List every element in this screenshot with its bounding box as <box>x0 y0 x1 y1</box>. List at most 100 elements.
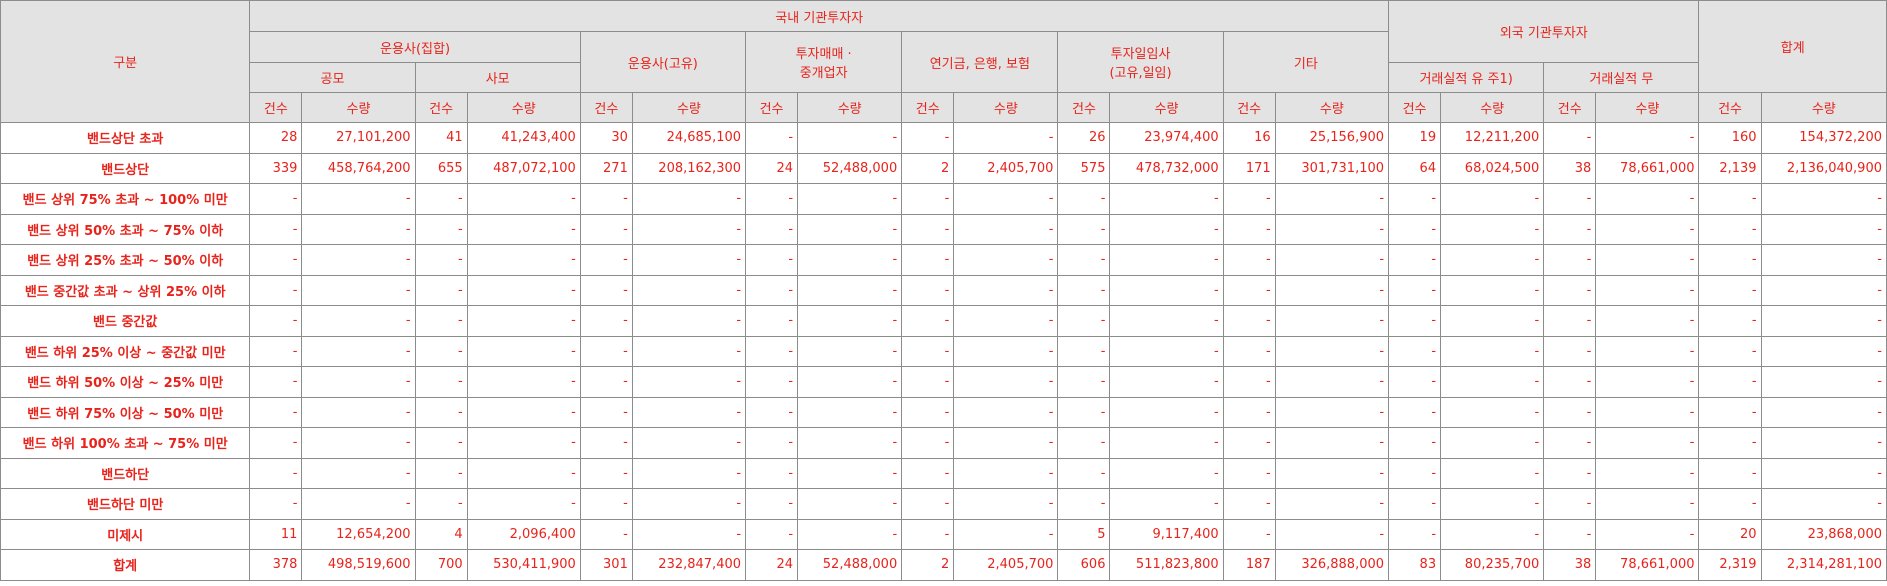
table-header: 구분 국내 기관투자자 외국 기관투자자 합계 운용사(집합) 운용사(고유) … <box>0 0 1887 123</box>
count-cell: - <box>579 274 633 306</box>
row-label: 밴드 하위 75% 이상 ~ 50% 미만 <box>0 396 251 428</box>
count-cell: - <box>414 274 468 306</box>
amount-cell: - <box>1109 396 1224 428</box>
count-cell: - <box>1057 457 1111 489</box>
table-row: 밴드 하위 75% 이상 ~ 50% 미만 - - - - - - - - - - - - - - - - - - -… <box>0 396 1887 428</box>
amount-cell: 23,974,400 <box>1109 122 1224 154</box>
count-cell: 16 <box>1222 122 1276 154</box>
count-cell: - <box>745 274 799 306</box>
count-cell: - <box>901 213 955 245</box>
table-row: 밴드상단 339 458,764,200 655 487,072,100 271 208,1… <box>0 152 1887 184</box>
count-cell: - <box>745 518 799 550</box>
table-body: 밴드상단 초과 28 27,101,200 41 41,243,400 30 24,685,… <box>0 122 1887 581</box>
count-cell: 301 <box>579 549 633 581</box>
count-cell: - <box>579 305 633 337</box>
amount-cell: - <box>466 335 581 367</box>
count-cell: - <box>1388 518 1442 550</box>
foreign-with-record-header: 거래실적 유 주1) <box>1388 62 1545 93</box>
count-cell: - <box>414 366 468 398</box>
amount-cell: - <box>631 244 747 276</box>
count-column-header: 건수 <box>745 92 799 123</box>
count-column-header: 건수 <box>1543 92 1597 123</box>
count-cell: - <box>901 335 955 367</box>
amount-cell: - <box>1440 244 1545 276</box>
amount-cell: 52,488,000 <box>797 549 903 581</box>
amount-cell: 41,243,400 <box>466 122 581 154</box>
count-column-header: 건수 <box>1698 92 1762 123</box>
count-cell: 700 <box>414 549 468 581</box>
count-cell: - <box>1388 213 1442 245</box>
count-cell: - <box>579 427 633 459</box>
amount-column-header: 수량 <box>1760 92 1887 123</box>
count-cell: - <box>1388 366 1442 398</box>
amount-cell: - <box>797 274 903 306</box>
count-cell: - <box>1057 366 1111 398</box>
count-cell: - <box>1388 427 1442 459</box>
count-cell: 11 <box>249 518 303 550</box>
amount-cell: 12,654,200 <box>301 518 416 550</box>
amount-cell: - <box>1595 305 1700 337</box>
table-row: 밴드 상위 50% 초과 ~ 75% 이하 - - - - - - - - - - - - - - - - - - -… <box>0 213 1887 245</box>
count-cell: - <box>249 457 303 489</box>
amount-cell: - <box>797 183 903 215</box>
public-fund-header: 공모 <box>249 62 416 93</box>
amount-cell: - <box>797 122 903 154</box>
amount-cell: - <box>1109 244 1224 276</box>
count-cell: - <box>1222 396 1276 428</box>
amount-column-header: 수량 <box>797 92 903 123</box>
row-label: 합계 <box>0 549 251 581</box>
amount-cell: - <box>953 427 1059 459</box>
amount-cell: 154,372,200 <box>1760 122 1887 154</box>
count-cell: - <box>745 427 799 459</box>
count-cell: 24 <box>745 152 799 184</box>
count-cell: - <box>745 213 799 245</box>
count-cell: - <box>901 396 955 428</box>
amount-cell: - <box>1440 488 1545 520</box>
amount-cell: - <box>953 183 1059 215</box>
count-column-header: 건수 <box>414 92 468 123</box>
count-cell: 171 <box>1222 152 1276 184</box>
broker-dealer-header-line2: 중개업자 <box>799 66 848 81</box>
count-cell: - <box>1543 457 1597 489</box>
count-cell: - <box>414 183 468 215</box>
count-cell: - <box>745 122 799 154</box>
count-cell: 606 <box>1057 549 1111 581</box>
discretionary-manager-header-line2: (고유,일임) <box>1109 66 1172 81</box>
row-label: 밴드상단 <box>0 152 251 184</box>
count-cell: - <box>1222 213 1276 245</box>
table-row: 밴드 중간값 초과 ~ 상위 25% 이하 - - - - - - - - - - - - - - - - - - -… <box>0 274 1887 306</box>
amount-cell: - <box>631 183 747 215</box>
count-cell: - <box>901 488 955 520</box>
amount-column-header: 수량 <box>1109 92 1224 123</box>
table-row: 밴드 중간값 - - - - - - - - - - - - - - - - - - - - <box>0 305 1887 337</box>
amount-cell: - <box>1109 305 1224 337</box>
amount-cell: - <box>1760 183 1887 215</box>
domestic-investors-header: 국내 기관투자자 <box>249 0 1390 32</box>
amount-cell: - <box>1274 427 1390 459</box>
count-cell: - <box>901 122 955 154</box>
count-cell: - <box>414 244 468 276</box>
amount-cell: 68,024,500 <box>1440 152 1545 184</box>
count-cell: - <box>1543 427 1597 459</box>
amount-cell: - <box>301 366 416 398</box>
count-cell: - <box>1222 335 1276 367</box>
amount-cell: 301,731,100 <box>1274 152 1390 184</box>
count-cell: 339 <box>249 152 303 184</box>
amount-cell: 458,764,200 <box>301 152 416 184</box>
amount-cell: - <box>953 335 1059 367</box>
amount-cell: - <box>953 305 1059 337</box>
count-cell: - <box>1388 305 1442 337</box>
amount-cell: - <box>466 244 581 276</box>
count-cell: - <box>901 305 955 337</box>
table-row: 밴드 상위 75% 초과 ~ 100% 미만 - - - - - - - - - - - - - - - - - -… <box>0 183 1887 215</box>
amount-column-header: 수량 <box>1595 92 1700 123</box>
amount-cell: - <box>1440 305 1545 337</box>
count-cell: - <box>1698 396 1762 428</box>
table-row: 밴드 하위 100% 초과 ~ 75% 미만 - - - - - - - - - - - - - - - - - -… <box>0 427 1887 459</box>
count-cell: - <box>1698 366 1762 398</box>
row-label: 밴드 상위 25% 초과 ~ 50% 이하 <box>0 244 251 276</box>
count-cell: 655 <box>414 152 468 184</box>
count-cell: 271 <box>579 152 633 184</box>
count-cell: - <box>1388 274 1442 306</box>
